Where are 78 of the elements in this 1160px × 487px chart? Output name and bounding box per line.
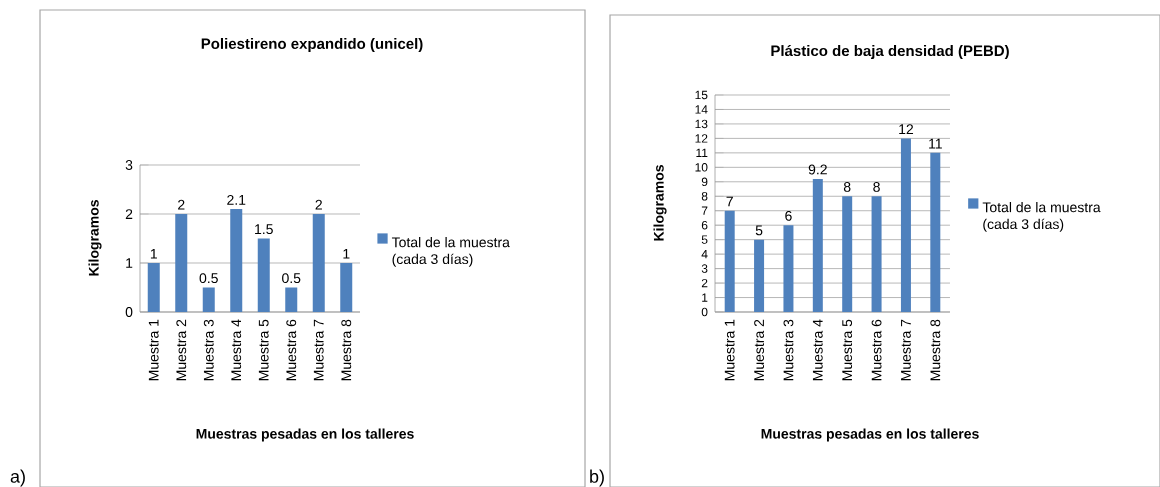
x-tick-label: Muestra 1 [724, 319, 735, 381]
bar [900, 138, 911, 312]
data-label: 12 [899, 124, 914, 134]
data-label: 6 [785, 210, 792, 221]
bar [257, 238, 270, 312]
x-tick-label: Muestra 3 [783, 319, 794, 381]
bar [930, 152, 941, 312]
y-tick-label: 13 [695, 119, 708, 129]
y-tick-label: 2 [701, 278, 708, 288]
y-tick-label: 1 [702, 293, 708, 302]
bar [312, 214, 325, 312]
data-label: 11 [929, 138, 942, 149]
x-tick-label: Muestra 8 [930, 319, 941, 381]
chart-title: Plástico de baja densidad (PEBD) [771, 44, 1009, 60]
y-tick-label: 14 [695, 105, 708, 114]
y-tick-label: 2 [125, 209, 133, 219]
legend-label: Total de la muestra (cada 3 días) [391, 237, 510, 267]
data-label: 0.5 [282, 273, 301, 284]
bar [230, 209, 243, 312]
bar [285, 287, 298, 312]
bar [147, 263, 160, 312]
x-tick-label: Muestra 4 [812, 319, 823, 381]
y-tick-label: 3 [125, 160, 133, 170]
x-tick-label: Muestra 8 [341, 319, 352, 381]
y-tick-label: 10 [695, 163, 708, 172]
text: a) [10, 469, 25, 487]
text: b) [590, 469, 604, 487]
x-tick-label: Muestra 2 [754, 319, 765, 381]
data-label: 1 [150, 248, 157, 259]
y-tick-label: 3 [701, 264, 708, 273]
y-tick-label: 11 [696, 148, 708, 157]
x-tick-label: Muestra 1 [148, 319, 159, 381]
y-tick-label: 9 [701, 177, 708, 187]
x-tick-label: Muestra 6 [871, 319, 882, 381]
x-axis-title: Muestras pesadas en los talleres [761, 428, 979, 442]
x-tick-label: Muestra 5 [258, 319, 269, 381]
x-tick-label: Muestra 4 [231, 319, 242, 381]
data-label: 2 [315, 199, 322, 210]
bar [842, 196, 853, 312]
y-tick-label: 5 [701, 235, 708, 244]
y-axis-title: Kilogramos [653, 165, 667, 241]
x-tick-label: Muestra 7 [901, 319, 911, 381]
y-tick-label: 15 [695, 90, 708, 100]
bar [871, 196, 882, 312]
x-axis-title: Muestras pesadas en los talleres [196, 428, 414, 442]
data-label: 1.5 [255, 224, 273, 235]
x-tick-label: Muestra 5 [842, 319, 853, 381]
y-tick-label: 8 [701, 192, 708, 201]
bar [783, 225, 794, 312]
bar [724, 210, 735, 312]
y-tick-label: 6 [701, 220, 708, 230]
data-label: 2.1 [227, 194, 246, 205]
data-label: 2 [178, 199, 185, 210]
data-label: 0.5 [199, 273, 218, 284]
legend-label: Total de la muestra (cada 3 días) [982, 202, 1101, 232]
data-label: 5 [755, 225, 763, 236]
y-tick-label: 7 [701, 206, 708, 215]
data-label: 8 [843, 181, 851, 192]
chart-title: Poliestireno expandido (unicel) [201, 38, 423, 52]
x-tick-label: Muestra 3 [203, 319, 214, 381]
bar [812, 178, 823, 312]
y-tick-label: 1 [126, 258, 133, 268]
x-tick-label: Muestra 7 [313, 319, 324, 381]
bar [175, 214, 188, 312]
y-tick-label: 4 [701, 250, 708, 259]
y-tick-label: 0 [701, 307, 708, 317]
y-axis-title: Kilogramos [88, 200, 102, 276]
data-label: 1 [343, 248, 350, 259]
x-tick-label: Muestra 6 [286, 319, 297, 381]
x-tick-label: Muestra 2 [176, 319, 187, 381]
bar [754, 239, 765, 312]
y-tick-label: 0 [125, 307, 133, 317]
bar [340, 263, 353, 312]
bar [202, 287, 215, 312]
data-label: 8 [873, 181, 880, 192]
data-label: 9.2 [808, 164, 827, 175]
y-tick-label: 12 [695, 134, 708, 143]
data-label: 7 [726, 196, 733, 207]
